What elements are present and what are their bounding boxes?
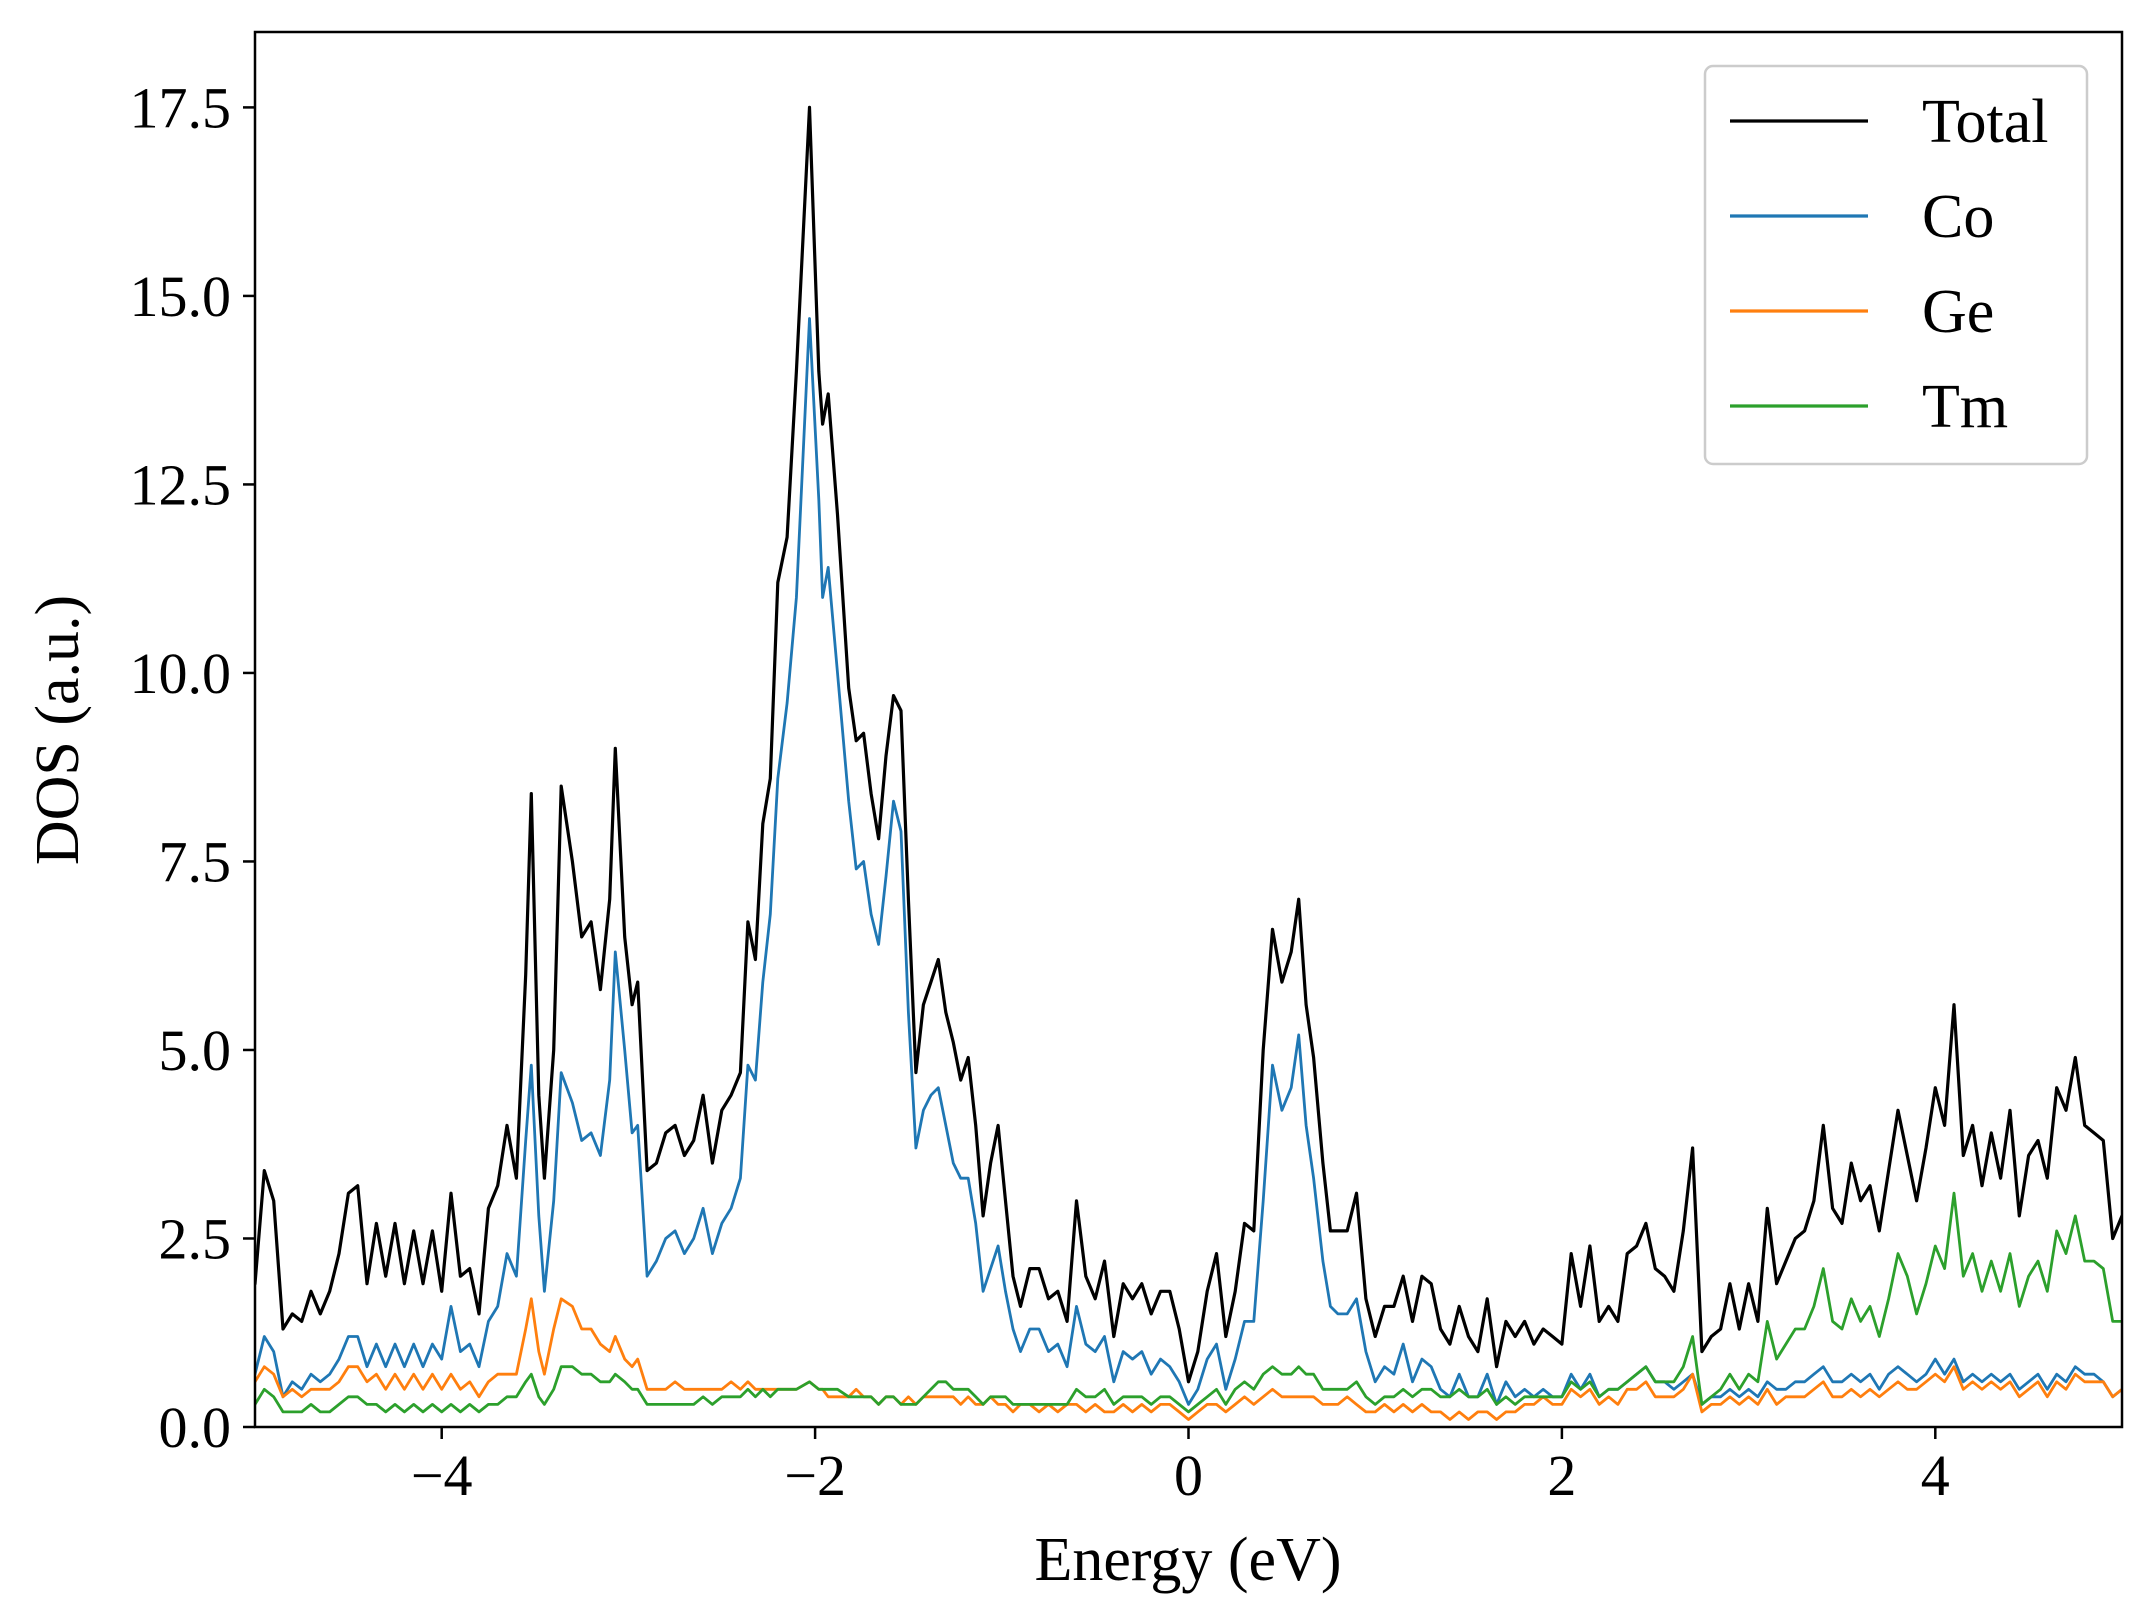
ticks-layer: −4 −2 0 2 4 0.0 2.5 5.0 7.5 10.0 12.5 15.0 17.5 (130, 75, 1950, 1508)
x-axis-label: Energy (eV) (1034, 1526, 1341, 1594)
series-line-ge (255, 1297, 2122, 1421)
y-tick-label: 5.0 (159, 1018, 232, 1083)
series-line-total (255, 105, 2122, 1384)
legend-label-tm: Tm (1922, 373, 2008, 441)
y-tick-label: 15.0 (130, 264, 232, 329)
x-tick-label: −2 (784, 1443, 846, 1508)
y-tick-label: 0.0 (159, 1395, 232, 1460)
x-tick-label: 2 (1547, 1443, 1576, 1508)
y-tick-label: 17.5 (130, 75, 232, 140)
legend-label-ge: Ge (1922, 278, 1994, 346)
y-tick-label: 7.5 (159, 829, 232, 894)
x-tick-label: 4 (1921, 1443, 1950, 1508)
y-axis-label: DOS (a.u.) (24, 595, 92, 865)
legend-frame (1703, 64, 2089, 466)
y-tick-label: 2.5 (159, 1206, 232, 1271)
series-line-co (255, 317, 2122, 1406)
legend-label-total: Total (1922, 88, 2049, 156)
legend-label-co: Co (1922, 183, 1994, 251)
y-tick-label: 12.5 (130, 452, 232, 517)
y-tick-label: 10.0 (130, 641, 232, 706)
x-tick-label: 0 (1174, 1443, 1203, 1508)
series-layer (255, 105, 2122, 1421)
series-line-tm (255, 1191, 2122, 1414)
legend: Total Co Ge Tm (1703, 64, 2089, 466)
x-tick-label: −4 (411, 1443, 473, 1508)
